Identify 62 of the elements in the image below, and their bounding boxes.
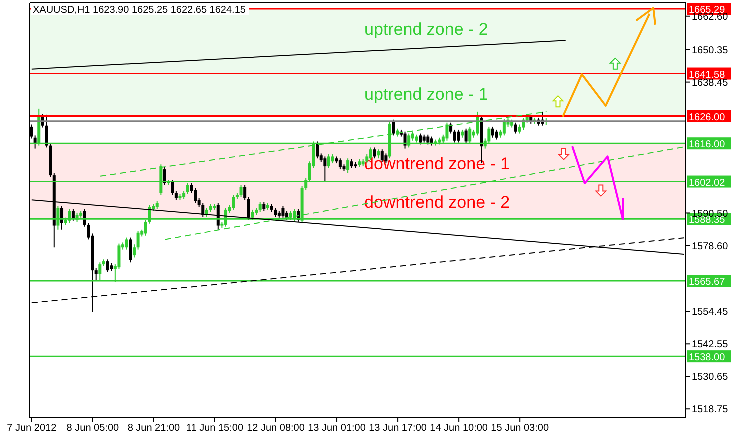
candlestick xyxy=(94,268,98,281)
y-tick-label: 1542.55 xyxy=(692,340,729,351)
candlestick xyxy=(464,128,468,144)
candlestick xyxy=(163,166,166,186)
candlestick xyxy=(514,122,518,134)
candlestick xyxy=(316,141,320,160)
y-tick-label: 1638.45 xyxy=(692,78,729,89)
candlestick xyxy=(518,124,522,134)
x-tick-label: 13 Jun 01:00 xyxy=(308,423,366,434)
candlestick xyxy=(491,126,494,138)
x-tick-label: 11 Jun 15:00 xyxy=(186,423,244,434)
band-label: uptrend zone - 2 xyxy=(364,20,488,40)
y-tick-label: 1518.75 xyxy=(692,404,729,416)
candlestick xyxy=(132,244,136,258)
candlestick xyxy=(453,129,456,144)
candlestick xyxy=(125,237,128,250)
band-label: downtrend zone - 1 xyxy=(364,154,510,174)
candlestick xyxy=(258,202,262,213)
band-label: downtrend zone - 2 xyxy=(364,192,510,212)
x-tick-label: 8 Jun 21:00 xyxy=(128,423,181,434)
candlestick xyxy=(136,230,140,250)
x-tick-label: 7 Jun 2012 xyxy=(7,423,58,434)
x-tick-label: 12 Jun 08:00 xyxy=(247,423,306,434)
ref-line-label: 1538.00 xyxy=(689,352,726,364)
candlestick xyxy=(60,206,64,230)
y-tick-label: 1578.60 xyxy=(692,241,729,252)
candlestick xyxy=(338,158,342,170)
x-tick-label: 14 Jun 10:00 xyxy=(430,423,488,434)
candlestick xyxy=(129,237,132,264)
ref-line-label: 1616.00 xyxy=(689,140,726,151)
candlestick xyxy=(282,206,285,218)
candlestick xyxy=(495,129,498,140)
chart-title: XAUUSD,H1 1623.90 1625.25 1622.65 1624.15 xyxy=(33,5,246,16)
candlestick xyxy=(430,136,434,146)
candlestick xyxy=(232,194,236,210)
candlestick xyxy=(240,184,243,198)
candlestick xyxy=(171,180,174,196)
candlestick xyxy=(244,184,247,201)
candlestick xyxy=(262,202,266,212)
candlestick xyxy=(350,158,354,169)
candlestick xyxy=(346,158,350,174)
ref-line-label: 1565.67 xyxy=(689,277,726,288)
y-tick-label: 1554.45 xyxy=(692,307,729,318)
candlestick xyxy=(327,154,330,169)
x-tick-label: 15 Jun 03:00 xyxy=(491,423,550,434)
candlestick xyxy=(324,156,327,182)
candlestick xyxy=(392,119,396,136)
band-label: uptrend zone - 1 xyxy=(364,84,488,104)
candlestick xyxy=(331,154,334,164)
y-tick-label: 1530.65 xyxy=(692,372,729,384)
candlestick xyxy=(502,118,506,136)
candlestick xyxy=(72,208,75,222)
candlestick xyxy=(274,208,278,218)
ref-line-label: 1626.00 xyxy=(689,112,726,124)
x-tick-label: 13 Jun 17:00 xyxy=(369,423,428,434)
ref-line-label: 1602.02 xyxy=(689,178,726,189)
candlestick xyxy=(106,259,110,273)
candlestick xyxy=(457,129,460,144)
x-tick-label: 8 Jun 05:00 xyxy=(66,423,120,434)
candlestick xyxy=(194,188,197,204)
y-tick-label: 1650.35 xyxy=(692,45,729,56)
candlestick xyxy=(446,122,449,142)
